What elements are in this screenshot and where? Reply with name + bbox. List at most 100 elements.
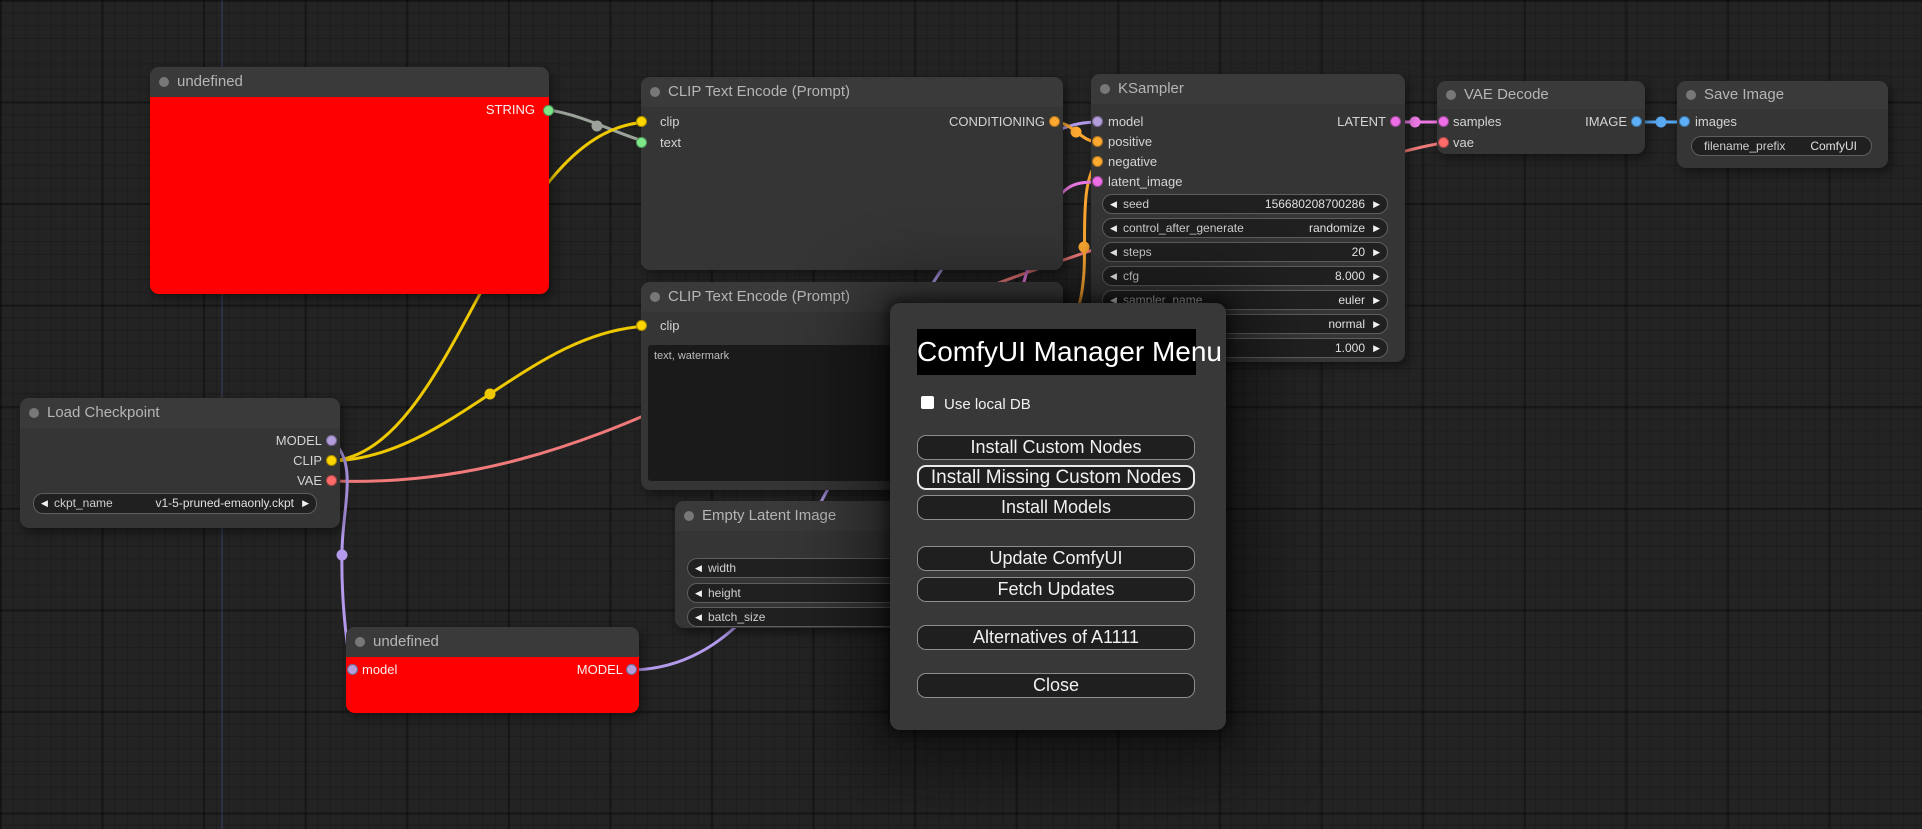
input-label: latent_image [1108, 174, 1183, 189]
node-undefined-bottom[interactable]: undefined model MODEL [346, 627, 639, 713]
input-port-vae[interactable] [1438, 137, 1449, 148]
node-title: KSampler [1118, 80, 1184, 97]
node-title-bar[interactable]: undefined [346, 627, 639, 657]
stepper-left-icon[interactable]: ◀ [695, 588, 702, 598]
fetch-updates-button[interactable]: Fetch Updates [917, 577, 1195, 602]
input-port-text[interactable] [636, 137, 647, 148]
collapse-dot-icon[interactable] [29, 408, 39, 418]
comfyui-manager-dialog: ComfyUI Manager Menu Use local DB Instal… [890, 303, 1226, 730]
stepper-left-icon[interactable]: ◀ [41, 498, 48, 508]
node-title-bar[interactable]: undefined [150, 67, 549, 97]
output-port-vae[interactable] [326, 475, 337, 486]
widget-value[interactable]: 1.000 [1334, 341, 1365, 355]
node-clip-text-encode-1[interactable]: CLIP Text Encode (Prompt) clip text COND… [636, 77, 1063, 270]
output-port-clip[interactable] [326, 455, 337, 466]
collapse-dot-icon[interactable] [355, 637, 365, 647]
output-label: VAE [296, 473, 322, 488]
input-port-images[interactable] [1679, 116, 1690, 127]
output-port-model[interactable] [326, 435, 337, 446]
widget-label: cfg [1123, 269, 1140, 283]
stepper-right-icon[interactable]: ▶ [1373, 199, 1380, 209]
widget-value[interactable]: 20 [1351, 245, 1365, 259]
collapse-dot-icon[interactable] [650, 87, 660, 97]
reroute-dot [1409, 116, 1421, 128]
collapse-dot-icon[interactable] [159, 77, 169, 87]
input-port-clip[interactable] [636, 116, 647, 127]
input-port-latent-image[interactable] [1092, 176, 1103, 187]
reroute-dot [1655, 116, 1667, 128]
alternatives-of-a1111-button[interactable]: Alternatives of A1111 [917, 625, 1195, 650]
widget-value[interactable]: v1-5-pruned-emaonly.ckpt [155, 496, 294, 510]
output-port-model[interactable] [626, 664, 637, 675]
stepper-left-icon[interactable]: ◀ [695, 612, 702, 622]
stepper-right-icon[interactable]: ▶ [1373, 319, 1380, 329]
collapse-dot-icon[interactable] [1446, 90, 1456, 100]
input-port-model[interactable] [347, 664, 358, 675]
use-local-db-checkbox[interactable] [921, 396, 934, 409]
widget-value[interactable]: ComfyUI [1810, 139, 1857, 153]
install-models-button[interactable]: Install Models [917, 495, 1195, 520]
widget-value[interactable]: normal [1328, 317, 1365, 331]
node-title-bar[interactable]: VAE Decode [1437, 81, 1645, 109]
widget-value[interactable]: randomize [1308, 221, 1365, 235]
widget-filename-prefix[interactable]: filename_prefix ComfyUI [1691, 136, 1872, 156]
input-label: text [660, 135, 681, 150]
widget-value[interactable]: euler [1338, 293, 1365, 307]
node-title: undefined [177, 73, 243, 90]
input-port-clip[interactable] [636, 320, 647, 331]
node-title-bar[interactable]: KSampler [1091, 74, 1405, 104]
input-label: vae [1453, 135, 1474, 150]
node-title: Empty Latent Image [702, 507, 837, 524]
widget-value[interactable]: 156680208700286 [1264, 197, 1365, 211]
collapse-dot-icon[interactable] [1686, 90, 1696, 100]
widget-label: filename_prefix [1704, 139, 1786, 153]
stepper-left-icon[interactable]: ◀ [695, 563, 702, 573]
node-save-image[interactable]: Save Image images filename_prefix ComfyU… [1677, 81, 1888, 168]
output-port-image[interactable] [1631, 116, 1642, 127]
widget-steps[interactable]: ◀ steps 20 ▶ [1102, 242, 1388, 262]
stepper-right-icon[interactable]: ▶ [1373, 343, 1380, 353]
stepper-left-icon[interactable]: ◀ [1110, 271, 1117, 281]
input-port-positive[interactable] [1092, 136, 1103, 147]
output-port-string[interactable] [543, 105, 554, 116]
widget-value[interactable]: 8.000 [1334, 269, 1365, 283]
wire-clip-to-prompt2 [331, 324, 650, 463]
input-label: samples [1453, 114, 1502, 129]
output-port-conditioning[interactable] [1049, 116, 1060, 127]
input-port-model[interactable] [1092, 116, 1103, 127]
node-title-bar[interactable]: Load Checkpoint [20, 398, 340, 428]
update-comfyui-button[interactable]: Update ComfyUI [917, 546, 1195, 571]
node-title-bar[interactable]: CLIP Text Encode (Prompt) [641, 77, 1063, 107]
widget-label: seed [1123, 197, 1150, 211]
stepper-right-icon[interactable]: ▶ [1373, 247, 1380, 257]
node-load-checkpoint[interactable]: Load Checkpoint MODEL CLIP VAE ◀ ckpt_na… [20, 398, 340, 528]
collapse-dot-icon[interactable] [650, 292, 660, 302]
collapse-dot-icon[interactable] [684, 511, 694, 521]
output-label: MODEL [576, 662, 623, 677]
node-title: Load Checkpoint [47, 404, 160, 421]
node-undefined-top[interactable]: undefined STRING [150, 67, 554, 294]
stepper-right-icon[interactable]: ▶ [1373, 271, 1380, 281]
widget-cfg[interactable]: ◀ cfg 8.000 ▶ [1102, 266, 1388, 286]
node-title-bar[interactable]: Save Image [1677, 81, 1888, 109]
stepper-left-icon[interactable]: ◀ [1110, 199, 1117, 209]
widget-seed[interactable]: ◀ seed 156680208700286 ▶ [1102, 194, 1388, 214]
close-button[interactable]: Close [917, 673, 1195, 698]
widget-ckpt-name[interactable]: ◀ ckpt_name v1-5-pruned-emaonly.ckpt ▶ [33, 493, 317, 514]
install-custom-nodes-button[interactable]: Install Custom Nodes [917, 435, 1195, 460]
stepper-right-icon[interactable]: ▶ [1373, 295, 1380, 305]
collapse-dot-icon[interactable] [1100, 84, 1110, 94]
input-port-negative[interactable] [1092, 156, 1103, 167]
node-vae-decode[interactable]: VAE Decode samples vae IMAGE [1437, 81, 1645, 154]
input-port-samples[interactable] [1438, 116, 1449, 127]
stepper-right-icon[interactable]: ▶ [1373, 223, 1380, 233]
stepper-left-icon[interactable]: ◀ [1110, 247, 1117, 257]
stepper-left-icon[interactable]: ◀ [1110, 223, 1117, 233]
error-node-body [346, 657, 639, 713]
install-missing-custom-nodes-button[interactable]: Install Missing Custom Nodes [917, 465, 1195, 490]
output-label: CLIP [293, 453, 322, 468]
widget-control-after-generate[interactable]: ◀ control_after_generate randomize ▶ [1102, 218, 1388, 238]
output-port-latent[interactable] [1390, 116, 1401, 127]
stepper-right-icon[interactable]: ▶ [302, 498, 309, 508]
